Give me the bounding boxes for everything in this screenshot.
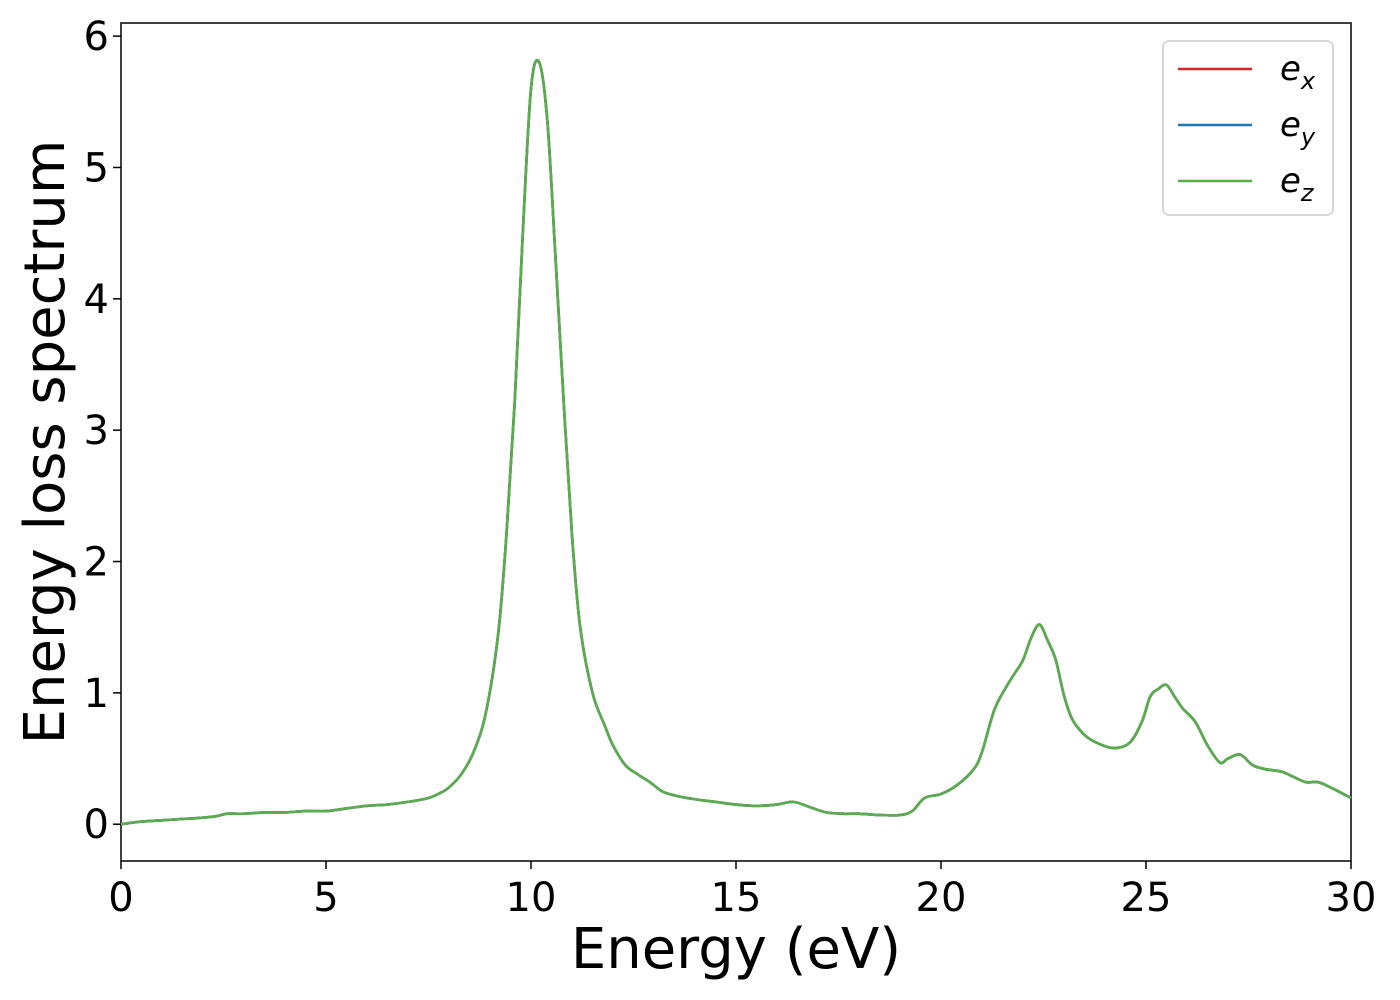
y-tick-label: 0 <box>84 802 109 848</box>
legend-label: ex <box>1280 49 1316 95</box>
legend-frame <box>1162 40 1334 216</box>
legend-label: ez <box>1280 161 1315 207</box>
legend-label-subscript: z <box>1300 179 1315 207</box>
x-tick-label: 5 <box>313 875 338 921</box>
x-axis-ticks: 0 5 10 15 20 25 30 <box>108 861 1376 921</box>
y-tick-label: 5 <box>84 145 109 191</box>
x-axis-title: Energy (eV) <box>571 917 901 982</box>
legend-label-base: e <box>1280 49 1301 89</box>
series-line-ez <box>120 58 1352 826</box>
legend-label-subscript: y <box>1300 123 1316 151</box>
x-tick-label: 30 <box>1326 875 1377 921</box>
legend-label-base: e <box>1280 105 1301 145</box>
y-axis-title: Energy loss spectrum <box>13 140 78 745</box>
series-lines <box>120 58 1352 826</box>
x-tick-label: 25 <box>1121 875 1172 921</box>
x-tick-label: 20 <box>916 875 967 921</box>
y-axis-ticks: 0 1 2 3 4 5 6 <box>84 14 121 848</box>
x-tick-label: 10 <box>506 875 557 921</box>
y-tick-label: 3 <box>84 408 109 454</box>
y-tick-label: 4 <box>84 277 109 323</box>
y-tick-label: 6 <box>84 14 109 60</box>
legend-label-subscript: x <box>1300 67 1316 95</box>
legend-label-base: e <box>1280 161 1301 201</box>
x-tick-label: 15 <box>711 875 762 921</box>
x-tick-label: 0 <box>108 875 133 921</box>
legend-label: ey <box>1280 105 1316 151</box>
plot-area <box>120 22 1352 862</box>
y-tick-label: 1 <box>84 671 109 717</box>
y-tick-label: 2 <box>84 540 109 586</box>
